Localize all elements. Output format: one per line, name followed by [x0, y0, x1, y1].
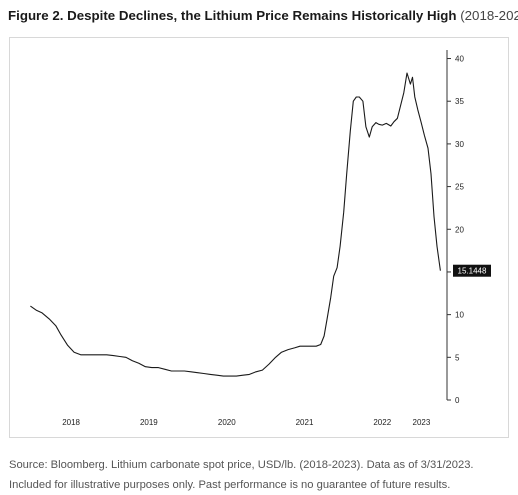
figure-title-text: Figure 2. Despite Declines, the Lithium …	[8, 8, 457, 23]
y-tick-label: 40	[455, 55, 464, 64]
x-tick-label: 2018	[62, 418, 80, 427]
last-value-label: 15.1448	[458, 267, 487, 276]
x-tick-label: 2022	[373, 418, 391, 427]
figure-title: Figure 2. Despite Declines, the Lithium …	[8, 8, 518, 23]
y-tick-label: 10	[455, 311, 464, 320]
y-tick-label: 5	[455, 353, 460, 362]
lithium-price-chart: 0510152025303540201820192020202120222023…	[30, 50, 491, 427]
y-tick-label: 20	[455, 225, 464, 234]
x-tick-label: 2023	[413, 418, 431, 427]
figure-title-years: (2018-2023)	[460, 8, 518, 23]
x-tick-label: 2021	[296, 418, 314, 427]
x-tick-label: 2020	[218, 418, 236, 427]
figure-caption: Source: Bloomberg. Lithium carbonate spo…	[9, 459, 474, 491]
lithium-price-line	[30, 72, 441, 377]
y-tick-label: 30	[455, 140, 464, 149]
y-tick-label: 35	[455, 97, 464, 106]
y-tick-label: 25	[455, 183, 464, 192]
chart-frame: 0510152025303540201820192020202120222023…	[9, 37, 509, 438]
x-tick-label: 2019	[140, 418, 158, 427]
y-tick-label: 0	[455, 396, 460, 405]
last-value-badge	[453, 264, 491, 277]
